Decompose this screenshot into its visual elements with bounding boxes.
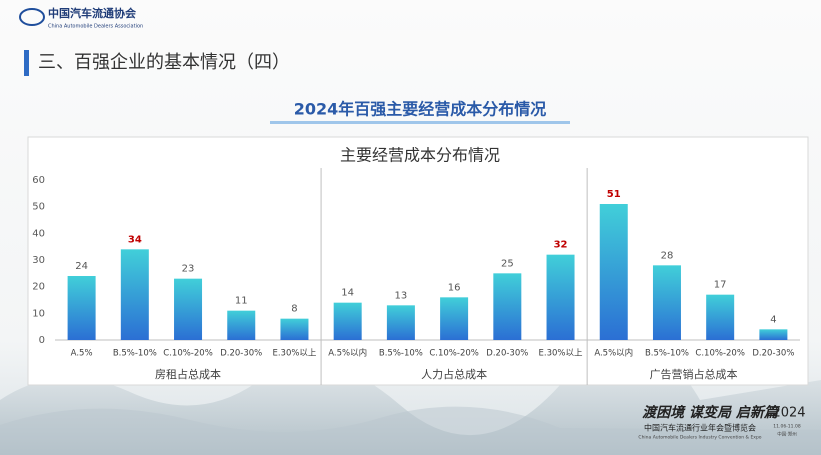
title-bar: [24, 50, 29, 76]
bar: [440, 297, 469, 340]
bar: [546, 254, 575, 340]
value-label: 14: [341, 288, 354, 299]
plot: 0 10 20 30 40 50 60 24 A.5% 34 B.5%-10% 23 C.10%-20%…: [32, 168, 800, 385]
x-tick-label: C.10%-20%: [695, 349, 745, 359]
x-tick-label: C.10%-20%: [429, 349, 479, 359]
event-en: China Automobile Dealers Industry Conven…: [638, 435, 761, 441]
bar: [706, 294, 735, 340]
x-tick-label: E.30%以上: [539, 349, 583, 359]
dates: 11.06-11.08: [773, 424, 801, 430]
x-tick-label: A.5%以内: [594, 348, 633, 359]
bar: [67, 276, 96, 340]
group-label: 人力占总成本: [421, 367, 487, 381]
x-tick-label: B.5%-10%: [113, 349, 157, 359]
value-label: 11: [235, 296, 248, 307]
bar: [280, 318, 309, 340]
place: 中国·郑州: [777, 431, 797, 438]
year: 2024: [772, 406, 805, 421]
value-label: 32: [554, 240, 568, 251]
value-label: 16: [448, 282, 461, 293]
value-label: 8: [291, 304, 297, 315]
bar: [652, 265, 681, 340]
org-name: 中国汽车流通协会: [48, 6, 137, 20]
chart-frame: [27, 136, 809, 386]
y-tick-label: 0: [39, 335, 45, 346]
group-label: 广告营销占总成本: [650, 367, 738, 381]
org-name-en: China Automobile Dealers Association: [48, 24, 143, 30]
x-tick-label: B.5%-10%: [645, 349, 689, 359]
slogan: 渡困境 谋变局 启新篇: [642, 404, 781, 421]
y-tick-label: 10: [32, 308, 45, 319]
x-tick-label: D.20-30%: [752, 349, 794, 359]
chart-title: 主要经营成本分布情况: [340, 146, 500, 165]
bar: [599, 204, 628, 340]
event: 中国汽车流通行业年会暨博览会: [644, 423, 756, 433]
bar: [333, 302, 362, 340]
bar: [493, 273, 522, 340]
y-tick-label: 30: [32, 255, 45, 266]
value-label: 23: [182, 264, 195, 275]
value-label: 25: [501, 258, 514, 269]
x-tick-label: B.5%-10%: [379, 349, 423, 359]
x-tick-label: E.30%以上: [272, 349, 316, 359]
group-label: 房租占总成本: [155, 367, 221, 381]
value-label: 4: [770, 314, 776, 325]
bar: [227, 310, 256, 340]
x-tick-label: D.20-30%: [220, 349, 262, 359]
logo: [19, 8, 45, 26]
value-label: 24: [75, 261, 88, 272]
y-tick-label: 40: [32, 228, 45, 239]
y-tick-label: 20: [32, 282, 45, 293]
x-tick-label: D.20-30%: [486, 349, 528, 359]
x-tick-label: A.5%: [71, 349, 93, 359]
y-tick-label: 60: [32, 175, 45, 186]
value-label: 28: [661, 250, 674, 261]
bar: [120, 249, 149, 340]
bar: [759, 329, 788, 340]
x-tick-label: A.5%以内: [328, 348, 367, 359]
section-title: 三、百强企业的基本情况（四）: [38, 52, 290, 73]
value-label: 17: [714, 280, 727, 291]
mountain-decor: [0, 406, 821, 455]
value-label: 13: [395, 290, 408, 301]
slide-title: 2024年百强主要经营成本分布情况: [294, 100, 547, 119]
title-underline: [270, 121, 570, 124]
y-tick-label: 50: [32, 202, 45, 213]
bar: [174, 278, 203, 340]
bar: [386, 305, 415, 340]
value-label: 34: [128, 234, 142, 245]
value-label: 51: [607, 189, 621, 200]
x-tick-label: C.10%-20%: [163, 349, 213, 359]
